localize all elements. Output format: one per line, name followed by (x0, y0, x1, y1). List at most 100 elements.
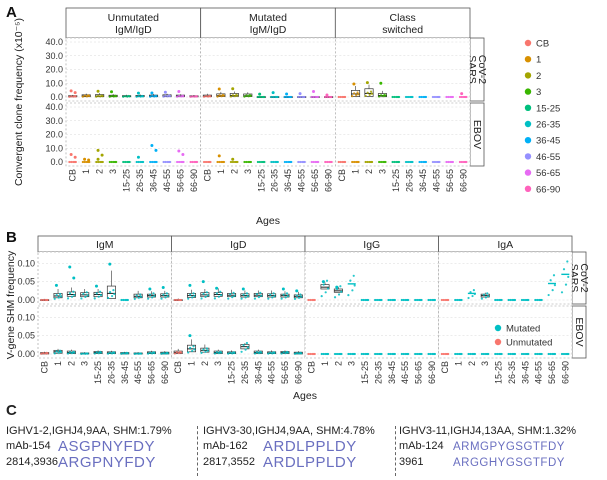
y-tick-label: 0.00 (17, 295, 35, 305)
data-point (93, 352, 96, 355)
data-point (450, 160, 453, 164)
data-point (160, 352, 163, 355)
outlier-point (271, 91, 275, 95)
data-point (320, 295, 323, 298)
x-tick-label: 66-90 (189, 169, 199, 192)
data-point (193, 294, 196, 298)
data-point (220, 293, 223, 297)
data-point (167, 94, 171, 97)
outlier-point (241, 287, 245, 291)
x-tick-label: 1 (81, 169, 91, 174)
data-point (487, 294, 490, 298)
outlier-point (73, 155, 77, 159)
data-point (526, 352, 529, 356)
data-point (68, 95, 71, 98)
data-point (108, 160, 111, 164)
data-point (280, 297, 283, 300)
data-point (472, 289, 475, 292)
x-tick-label: 66-90 (293, 361, 303, 384)
data-point (427, 352, 430, 356)
data-point (393, 95, 396, 99)
data-point (446, 352, 449, 356)
legend-label: 2 (536, 71, 541, 82)
clone-label: 2817,3552 (203, 456, 255, 468)
data-point (396, 160, 400, 164)
outlier-point (96, 148, 100, 152)
data-point (112, 289, 115, 292)
outlier-point (298, 92, 302, 96)
legend-swatch (524, 185, 532, 192)
y-axis-label: Convergent clone frequency (x10⁻⁵) (13, 18, 25, 186)
data-point (202, 95, 206, 98)
data-point (297, 296, 301, 299)
outlier-point (379, 81, 383, 85)
data-point (522, 298, 526, 302)
data-point (125, 298, 128, 302)
data-point (482, 293, 485, 296)
data-point (58, 292, 62, 296)
data-point (480, 352, 483, 356)
data-point (106, 352, 110, 355)
outlier-point (150, 91, 154, 95)
legend-label: Mutated (506, 324, 540, 335)
data-point (162, 293, 165, 296)
legend-label: 15-25 (536, 103, 560, 114)
data-point (309, 352, 312, 356)
data-point (133, 297, 136, 300)
data-point (368, 93, 371, 96)
data-point (248, 94, 251, 97)
data-point (253, 297, 257, 300)
data-point (446, 298, 449, 302)
data-point (114, 160, 117, 164)
data-point (467, 352, 470, 356)
data-point (482, 352, 485, 356)
x-tick-label: 2 (95, 169, 105, 174)
data-point (349, 352, 352, 356)
data-point (82, 352, 85, 355)
sequence-logo: ARDLPPLDY (263, 438, 357, 455)
data-point (153, 294, 156, 298)
data-point (81, 95, 84, 98)
data-point (536, 352, 539, 356)
data-point (262, 160, 265, 164)
data-point (219, 350, 222, 353)
outlier-point (188, 334, 192, 338)
data-point (325, 279, 329, 282)
data-point (562, 268, 566, 271)
row-strip-label: EBOV (573, 317, 585, 346)
data-point (389, 352, 392, 356)
data-point (507, 352, 510, 356)
outlier-point (201, 280, 205, 284)
antibody-label: mAb-154 (6, 440, 51, 452)
data-point (309, 298, 312, 302)
data-point (440, 298, 443, 302)
x-tick-label: 3 (347, 361, 357, 366)
sequence-logo: ARGPNYFDY (58, 454, 156, 471)
data-point (221, 160, 224, 164)
data-point (125, 351, 128, 354)
data-point (193, 348, 196, 351)
legend-label: Unmutated (506, 338, 552, 349)
clone-label: 3961 (399, 456, 424, 468)
x-tick-label: 2 (364, 169, 374, 174)
data-point (269, 293, 272, 296)
data-point (375, 298, 379, 302)
data-point (360, 298, 363, 302)
data-point (139, 295, 143, 298)
box (364, 88, 374, 97)
data-point (312, 95, 315, 99)
outlier-point (100, 153, 104, 157)
data-point (213, 352, 216, 355)
outlier-point (352, 82, 356, 86)
data-point (322, 283, 325, 286)
data-point (406, 352, 409, 356)
data-point (562, 352, 566, 356)
data-point (267, 352, 270, 355)
data-point (299, 293, 302, 296)
y-tick-label: 10.0 (45, 143, 63, 153)
data-point (437, 160, 440, 164)
data-point (42, 352, 45, 355)
data-point (219, 290, 222, 293)
x-tick-label: 2 (200, 361, 210, 366)
column-divider (197, 426, 198, 476)
